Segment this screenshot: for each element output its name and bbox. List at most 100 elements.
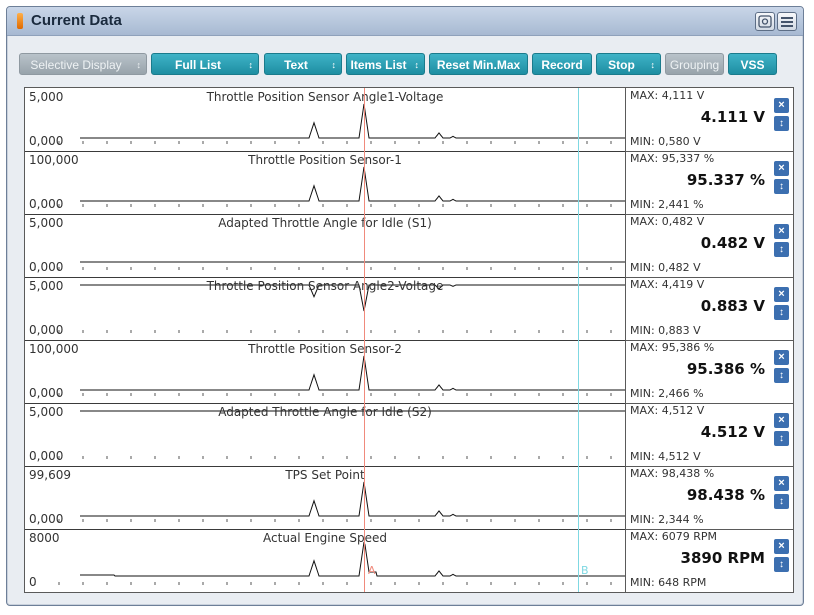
toolbar-button-reset-min-max[interactable]: Reset Min.Max bbox=[429, 53, 528, 75]
min-readout: MIN: 4,512 V bbox=[630, 450, 701, 463]
current-value: 98.438 % bbox=[686, 486, 765, 504]
toolbar-button-full-list[interactable]: Full List ↕ bbox=[151, 53, 259, 75]
updown-icon[interactable]: ↕ bbox=[774, 305, 789, 320]
max-readout: MAX: 0,482 V bbox=[630, 215, 705, 228]
window-title: Current Data bbox=[31, 12, 122, 29]
current-data-window: Current Data Selective Display ↕ Full List… bbox=[6, 6, 804, 606]
menu-icon[interactable] bbox=[777, 12, 797, 31]
y-axis-max: 5,000 bbox=[29, 279, 64, 293]
signal-trace bbox=[34, 355, 625, 396]
chart-row[interactable]: 99,609 0,000 TPS Set Point bbox=[25, 466, 625, 529]
chart-row[interactable]: 5,000 0,000 Adapted Throttle Angle for Idl… bbox=[25, 214, 625, 277]
toolbar-button-items-list[interactable]: Items List ↕ bbox=[346, 53, 425, 75]
y-axis-max: 99,609 bbox=[29, 468, 71, 482]
value-cell: MAX: 6079 RPM 3890 RPM MIN: 648 RPM × ↕ bbox=[626, 529, 793, 593]
chart-row[interactable]: 5,000 0,000 Throttle Position Sensor Angle… bbox=[25, 88, 625, 151]
max-readout: MAX: 4,111 V bbox=[630, 89, 705, 102]
chart-title: Adapted Throttle Angle for Idle (S1) bbox=[218, 216, 432, 230]
min-readout: MIN: 0,482 V bbox=[630, 261, 701, 274]
chart-row[interactable]: 100,000 0,000 Throttle Position Sensor-2 bbox=[25, 340, 625, 403]
y-axis-max: 100,000 bbox=[29, 342, 79, 356]
chart-title: Throttle Position Sensor-2 bbox=[248, 342, 402, 356]
updown-icon[interactable]: ↕ bbox=[774, 242, 789, 257]
y-axis-min: 0,000 bbox=[29, 386, 64, 400]
value-cell: MAX: 4,512 V 4.512 V MIN: 4,512 V × ↕ bbox=[626, 403, 793, 467]
toolbar: Selective Display ↕ Full List ↕ Text ↕ Items L… bbox=[7, 48, 803, 78]
current-value: 4.512 V bbox=[700, 423, 765, 441]
row-divider bbox=[25, 151, 625, 152]
graph-area: 5,000 0,000 Throttle Position Sensor Angle… bbox=[25, 88, 626, 592]
updown-icon[interactable]: ↕ bbox=[774, 368, 789, 383]
value-cell: MAX: 98,438 % 98.438 % MIN: 2,344 % × ↕ bbox=[626, 466, 793, 530]
y-axis-min: 0,000 bbox=[29, 512, 64, 526]
min-readout: MIN: 2,466 % bbox=[630, 387, 704, 400]
toolbar-button-label: Grouping bbox=[669, 58, 720, 72]
toolbar-button-label: Text bbox=[284, 58, 308, 72]
close-icon[interactable]: × bbox=[774, 287, 789, 302]
close-icon[interactable]: × bbox=[774, 476, 789, 491]
current-value: 0.482 V bbox=[700, 234, 765, 252]
chart-title: TPS Set Point bbox=[285, 468, 365, 482]
cursor-b-label: B bbox=[581, 564, 589, 577]
spinner-icon: ↕ bbox=[650, 60, 656, 70]
spinner-icon: ↕ bbox=[331, 60, 337, 70]
close-icon[interactable]: × bbox=[774, 98, 789, 113]
toolbar-button-stop[interactable]: Stop ↕ bbox=[596, 53, 661, 75]
updown-icon[interactable]: ↕ bbox=[774, 494, 789, 509]
toolbar-button-label: Items List bbox=[350, 58, 407, 72]
spinner-icon: ↕ bbox=[414, 60, 420, 70]
cursor-a-line[interactable] bbox=[364, 88, 365, 592]
data-panel: 5,000 0,000 Throttle Position Sensor Angle… bbox=[24, 87, 794, 593]
current-value: 95.386 % bbox=[686, 360, 765, 378]
max-readout: MAX: 4,419 V bbox=[630, 278, 705, 291]
cursor-b-line[interactable] bbox=[578, 88, 579, 592]
toolbar-button-text[interactable]: Text ↕ bbox=[264, 53, 342, 75]
row-divider bbox=[25, 277, 625, 278]
max-readout: MAX: 6079 RPM bbox=[630, 530, 718, 543]
updown-icon[interactable]: ↕ bbox=[774, 116, 789, 131]
app-icon bbox=[17, 13, 23, 29]
y-axis-max: 5,000 bbox=[29, 405, 64, 419]
updown-icon[interactable]: ↕ bbox=[774, 179, 789, 194]
max-readout: MAX: 4,512 V bbox=[630, 404, 705, 417]
updown-icon[interactable]: ↕ bbox=[774, 431, 789, 446]
toolbar-button-label: Selective Display bbox=[30, 58, 122, 72]
updown-icon[interactable]: ↕ bbox=[774, 557, 789, 572]
toolbar-button-vss[interactable]: VSS bbox=[728, 53, 777, 75]
value-cell: MAX: 0,482 V 0.482 V MIN: 0,482 V × ↕ bbox=[626, 214, 793, 278]
y-axis-min: 0,000 bbox=[29, 197, 64, 211]
close-icon[interactable]: × bbox=[774, 413, 789, 428]
signal-trace bbox=[34, 410, 625, 459]
toolbar-button-selective-display[interactable]: Selective Display ↕ bbox=[19, 53, 147, 75]
close-icon[interactable]: × bbox=[774, 539, 789, 554]
value-cell: MAX: 4,419 V 0.883 V MIN: 0,883 V × ↕ bbox=[626, 277, 793, 341]
toolbar-button-grouping[interactable]: Grouping bbox=[665, 53, 724, 75]
chart-row[interactable]: 8000 0 Actual Engine Speed bbox=[25, 529, 625, 592]
y-axis-min: 0,000 bbox=[29, 323, 64, 337]
toolbar-button-label: Stop bbox=[608, 58, 635, 72]
chart-row[interactable]: 5,000 0,000 Adapted Throttle Angle for Idl… bbox=[25, 403, 625, 466]
close-icon[interactable]: × bbox=[774, 224, 789, 239]
close-icon[interactable]: × bbox=[774, 350, 789, 365]
settings-icon[interactable] bbox=[755, 12, 775, 31]
y-axis-max: 5,000 bbox=[29, 90, 64, 104]
y-axis-max: 5,000 bbox=[29, 216, 64, 230]
y-axis-min: 0,000 bbox=[29, 134, 64, 148]
toolbar-button-record[interactable]: Record bbox=[532, 53, 592, 75]
min-readout: MIN: 0,883 V bbox=[630, 324, 701, 337]
y-axis-max: 8000 bbox=[29, 531, 60, 545]
close-icon[interactable]: × bbox=[774, 161, 789, 176]
max-readout: MAX: 95,337 % bbox=[630, 152, 715, 165]
cursor-a-label: A bbox=[368, 564, 376, 577]
current-value: 0.883 V bbox=[700, 297, 765, 315]
signal-trace bbox=[34, 284, 625, 333]
signal-trace bbox=[34, 103, 625, 144]
signal-trace bbox=[34, 261, 625, 270]
current-value: 3890 RPM bbox=[680, 549, 765, 567]
chart-title: Throttle Position Sensor-1 bbox=[248, 153, 402, 167]
chart-row[interactable]: 100,000 0,000 Throttle Position Sensor-1 bbox=[25, 151, 625, 214]
toolbar-button-label: VSS bbox=[740, 58, 765, 72]
chart-row[interactable]: 5,000 0,000 Throttle Position Sensor Angle… bbox=[25, 277, 625, 340]
row-divider bbox=[25, 214, 625, 215]
value-cell: MAX: 4,111 V 4.111 V MIN: 0,580 V × ↕ bbox=[626, 88, 793, 152]
